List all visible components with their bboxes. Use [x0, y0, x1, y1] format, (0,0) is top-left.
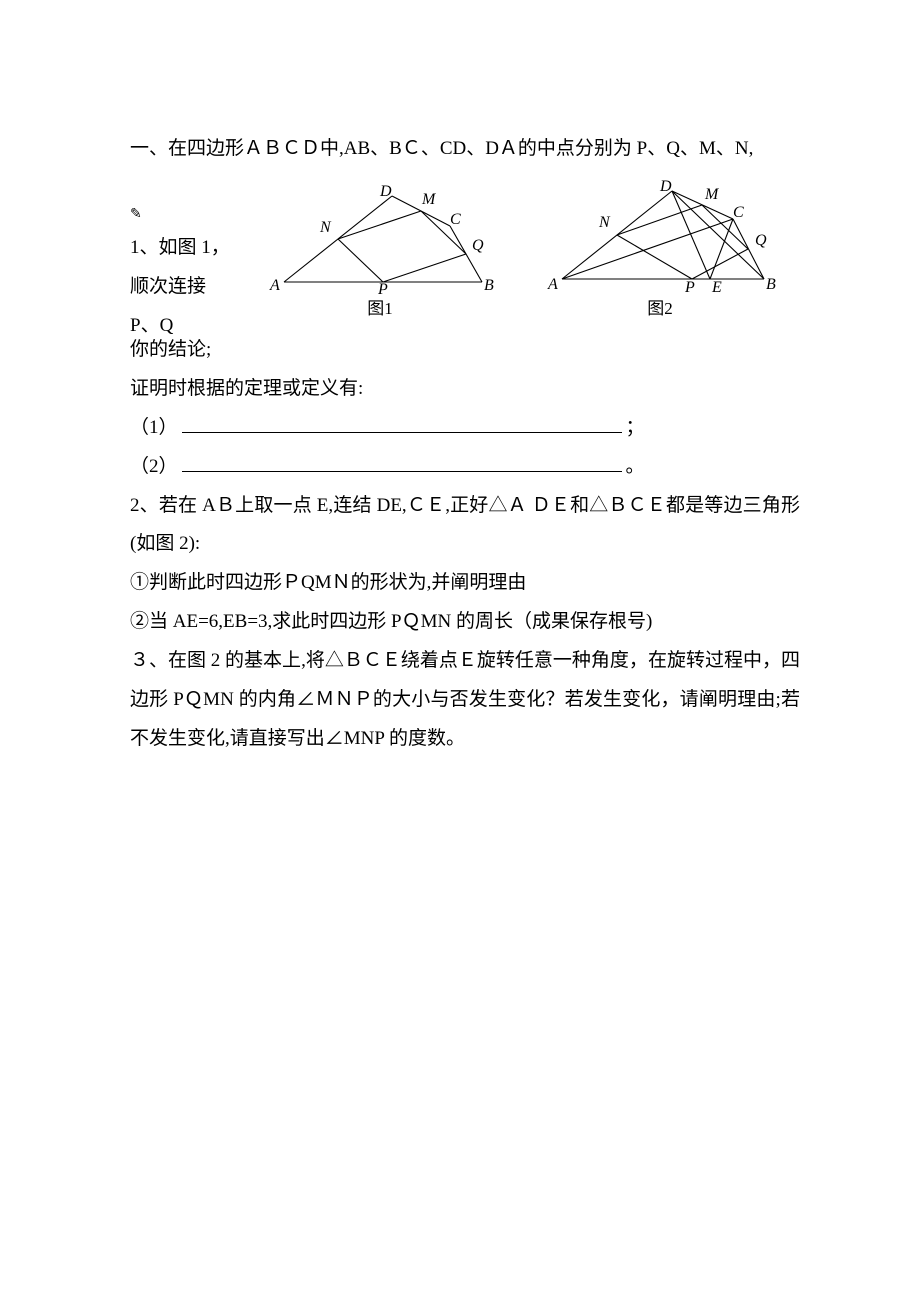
blank-1-end: ；	[626, 409, 645, 448]
svg-text:M: M	[421, 191, 437, 208]
blank-2-underline	[182, 471, 622, 472]
symbol: ✎	[130, 201, 240, 230]
svg-text:Q: Q	[755, 232, 767, 249]
svg-text:D: D	[659, 179, 672, 195]
figure-2-label-text: 图2	[647, 292, 673, 327]
q2-intro: 2、若在 AＢ上取一点 E,连结 DE,ＣＥ,正好△Ａ ＤＥ和△ＢＣＥ都是等边三…	[130, 487, 800, 565]
blank-1-row: （1） ；	[130, 409, 800, 448]
svg-text:Q: Q	[472, 237, 484, 254]
svg-text:D: D	[379, 184, 392, 200]
figure-1-svg: ABCDMNPQ	[260, 184, 500, 294]
svg-text:N: N	[598, 214, 611, 231]
figure-1-label-text: 图1	[367, 292, 393, 327]
problem-title: 一、在四边形ＡＢＣＤ中,AB、BＣ、CD、DＡ的中点分别为 P、Q、M、N,	[130, 130, 800, 169]
svg-text:C: C	[733, 204, 744, 221]
blank-1-number: （1）	[130, 409, 178, 448]
q2-sub1: ①判断此时四边形ＰQMＮ的形状为,并阐明理由	[130, 564, 800, 603]
svg-text:M: M	[704, 186, 720, 203]
svg-text:A: A	[547, 276, 558, 293]
figure-2-svg: ABCDEMNPQ	[540, 179, 780, 294]
svg-text:N: N	[319, 219, 332, 236]
svg-text:B: B	[766, 276, 776, 293]
figures-left-column: ✎ 1、如图 1，顺次连接 P、Q	[130, 197, 240, 327]
figure-1: ABCDMNPQ 图1	[260, 184, 500, 327]
blank-1-underline	[182, 432, 622, 433]
figure-1-label: 图1	[260, 292, 500, 327]
q2-sub2: ②当 AE=6,EB=3,求此时四边形 PＱMN 的周长（成果保存根号)	[130, 603, 800, 642]
figures-row: ✎ 1、如图 1，顺次连接 P、Q ABCDMNPQ 图1 ABCDEMNPQ …	[130, 179, 800, 327]
q3-text: ３、在图 2 的基本上,将△ＢＣＥ绕着点Ｅ旋转任意一种角度，在旋转过程中，四边形…	[130, 642, 800, 759]
title-text: 一、在四边形ＡＢＣＤ中,AB、BＣ、CD、DＡ的中点分别为 P、Q、M、N,	[130, 130, 753, 169]
blank-2-end: 。	[626, 448, 645, 487]
blank-2-number: （2）	[130, 448, 178, 487]
figure-2: ABCDEMNPQ 图2	[540, 179, 780, 327]
basis-line: 证明时根据的定理或定义有:	[130, 370, 800, 409]
svg-text:C: C	[450, 211, 461, 228]
q1-prefix: 1、如图 1，顺次连接 P、Q	[130, 229, 240, 346]
figure-2-label: 图2	[540, 292, 780, 327]
blank-2-row: （2） 。	[130, 448, 800, 487]
